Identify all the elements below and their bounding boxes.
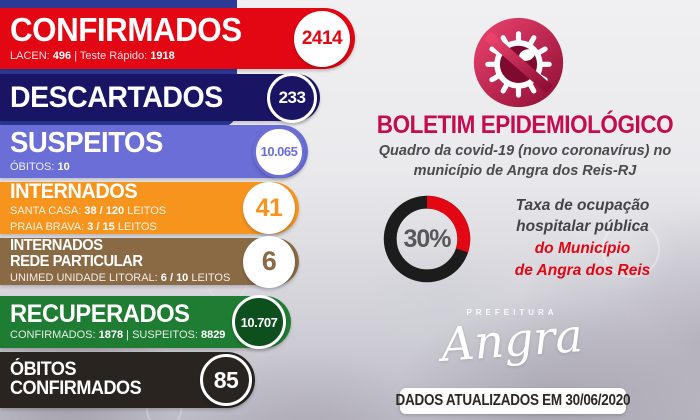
stat-badge: 2414 — [294, 10, 350, 67]
stat-bar-obitos-confirmados: ÓBITOS CONFIRMADOS 85 — [0, 352, 255, 408]
stat-text: ÓBITOS CONFIRMADOS — [10, 361, 148, 398]
stat-bar-internados: INTERNADOS SANTA CASA: 38 / 120 LEITOS PRA… — [0, 179, 299, 235]
occupancy-text-line2: hospitalar pública — [516, 218, 649, 235]
occupancy-text-line1: Taxa de ocupação — [515, 197, 650, 214]
stat-title: INTERNADOS — [10, 179, 138, 203]
stat-badge: 10.065 — [253, 125, 305, 178]
stat-text: RECUPERADOS CONFIRMADOS: 1878 | SUSPEITOS… — [10, 302, 225, 342]
stat-bar-descartados: DESCARTADOS 233 — [0, 72, 320, 123]
stat-title: RECUPERADOS — [10, 299, 190, 328]
update-date-text: DADOS ATUALIZADOS EM 30/06/2020 — [395, 392, 631, 409]
stat-subtext: UNIMED UNIDADE LITORAL: 6 / 10 LEITOS — [10, 271, 231, 284]
stat-title: SUSPEITOS — [10, 127, 163, 160]
stat-badge: 85 — [200, 354, 252, 406]
occupancy-text-line4: de Angra dos Reis — [514, 262, 651, 279]
stat-subtext: CONFIRMADOS: 1878 | SUSPEITOS: 8829 — [10, 329, 226, 342]
stat-subtext: LACEN: 496 | Teste Rápido: 1918 — [10, 49, 175, 62]
stat-bar-confirmados: CONFIRMADOS LACEN: 496 | Teste Rápido: 19… — [0, 8, 355, 69]
stat-title: DESCARTADOS — [10, 80, 223, 114]
stat-title: ÓBITOS CONFIRMADOS — [10, 359, 142, 399]
bulletin-subtitle-line2: município de Angra dos Reis-RJ — [413, 163, 637, 179]
logo-angra-script: Angra — [439, 308, 585, 372]
stat-bar-recuperados: RECUPERADOS CONFIRMADOS: 1878 | SUSPEITOS… — [0, 295, 291, 349]
stat-bar-suspeitos: SUSPEITOS ÓBITOS: 10 10.065 — [0, 125, 308, 178]
background-bubble — [602, 220, 660, 278]
logo-prefeitura-text: PREFEITURA — [466, 308, 558, 317]
bulletin-title: BOLETIM EPIDEMIOLÓGICO — [376, 111, 674, 139]
stat-text: INTERNADOS REDE PARTICULAR UNIMED UNIDADE … — [10, 238, 230, 284]
stat-text: INTERNADOS SANTA CASA: 38 / 120 LEITOS PRA… — [10, 179, 167, 235]
stat-subtext: ÓBITOS: 10 — [10, 160, 70, 173]
stat-subtext: PRAIA BRAVA: 3 / 15 LEITOS — [10, 221, 157, 234]
stat-badge: 6 — [243, 235, 295, 288]
stat-badge: 10.707 — [232, 295, 286, 349]
stat-badge: 233 — [267, 72, 317, 123]
stat-text: CONFIRMADOS LACEN: 496 | Teste Rápido: 19… — [10, 11, 254, 62]
prefeitura-angra-logo: PREFEITURA Angra — [362, 308, 662, 372]
stat-text: SUSPEITOS ÓBITOS: 10 — [10, 129, 171, 173]
stat-text: DESCARTADOS — [10, 80, 234, 114]
update-date-badge: DADOS ATUALIZADOS EM 30/06/2020 — [396, 388, 631, 414]
bulletin-subtitle-line1: Quadro da covid-19 (novo coronavírus) no — [378, 143, 672, 159]
occupancy-percent-label: 30% — [403, 224, 451, 253]
stat-title: CONFIRMADOS — [10, 11, 242, 49]
occupancy-donut-chart: 30% — [381, 193, 473, 285]
stat-bar-internados-rede-particular: INTERNADOS REDE PARTICULAR UNIMED UNIDADE … — [0, 235, 299, 288]
stat-subtext: SANTA CASA: 38 / 120 LEITOS — [10, 205, 167, 218]
stat-title: INTERNADOS REDE PARTICULAR — [10, 237, 143, 270]
occupancy-text-line3: do Município — [534, 240, 631, 257]
no-virus-icon — [473, 17, 564, 108]
stat-badge: 41 — [243, 182, 295, 234]
